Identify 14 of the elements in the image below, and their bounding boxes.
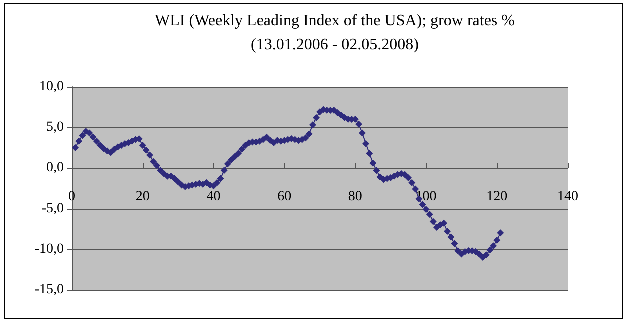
y-tick-label: 10,0: [40, 80, 64, 94]
x-tick-label: 80: [348, 190, 362, 205]
chart-title: WLI (Weekly Leading Index of the USA); grow rates %: [155, 12, 515, 30]
y-tick-label: -15,0: [34, 282, 64, 298]
chart-subtitle: (13.01.2006 - 02.05.2008): [251, 36, 419, 54]
x-tick-label: 120: [486, 190, 508, 205]
x-tick-label: 60: [278, 190, 292, 205]
x-tick-label: 140: [558, 190, 578, 205]
y-tick-label: -5,0: [42, 201, 64, 216]
y-tick-label: 5,0: [46, 120, 64, 136]
y-tick-label: -10,0: [34, 242, 64, 257]
x-tick-label: 20: [136, 190, 150, 205]
y-tick-label: 0,0: [46, 160, 64, 176]
x-tick-label: 40: [206, 190, 221, 205]
